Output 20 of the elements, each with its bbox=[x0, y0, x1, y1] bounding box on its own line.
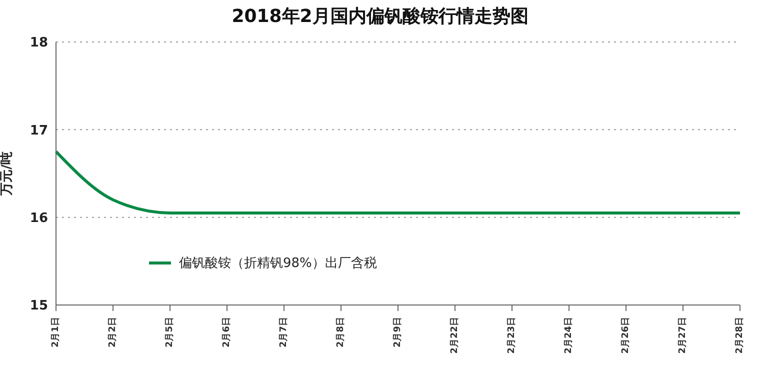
y-tick-label: 15 bbox=[30, 298, 48, 314]
x-tick-label: 2月5日 bbox=[164, 317, 175, 348]
x-tick-label: 2月26日 bbox=[620, 317, 631, 354]
x-tick-label: 2月23日 bbox=[506, 317, 517, 354]
y-tick-label: 16 bbox=[30, 210, 48, 226]
x-tick-label: 2月6日 bbox=[221, 317, 232, 348]
legend-label: 偏钒酸铵（折精钒98%）出厂含税 bbox=[179, 255, 377, 272]
x-tick-label: 2月1日 bbox=[50, 317, 61, 348]
x-tick-label: 2月7日 bbox=[278, 317, 289, 348]
y-tick-label: 17 bbox=[30, 123, 48, 138]
x-tick-label: 2月9日 bbox=[392, 317, 403, 348]
y-axis-title: 万元/吨 bbox=[0, 152, 15, 196]
x-tick-label: 2月22日 bbox=[449, 317, 460, 354]
x-tick-label: 2月8日 bbox=[335, 317, 346, 348]
x-tick-label: 2月27日 bbox=[677, 317, 688, 354]
chart-title: 2018年2月国内偏钒酸铵行情走势图 bbox=[230, 5, 530, 28]
x-tick-label: 2月2日 bbox=[107, 317, 118, 348]
x-tick-label: 2月28日 bbox=[734, 317, 745, 354]
y-tick-label: 18 bbox=[30, 36, 48, 51]
x-tick-label: 2月24日 bbox=[563, 317, 574, 354]
